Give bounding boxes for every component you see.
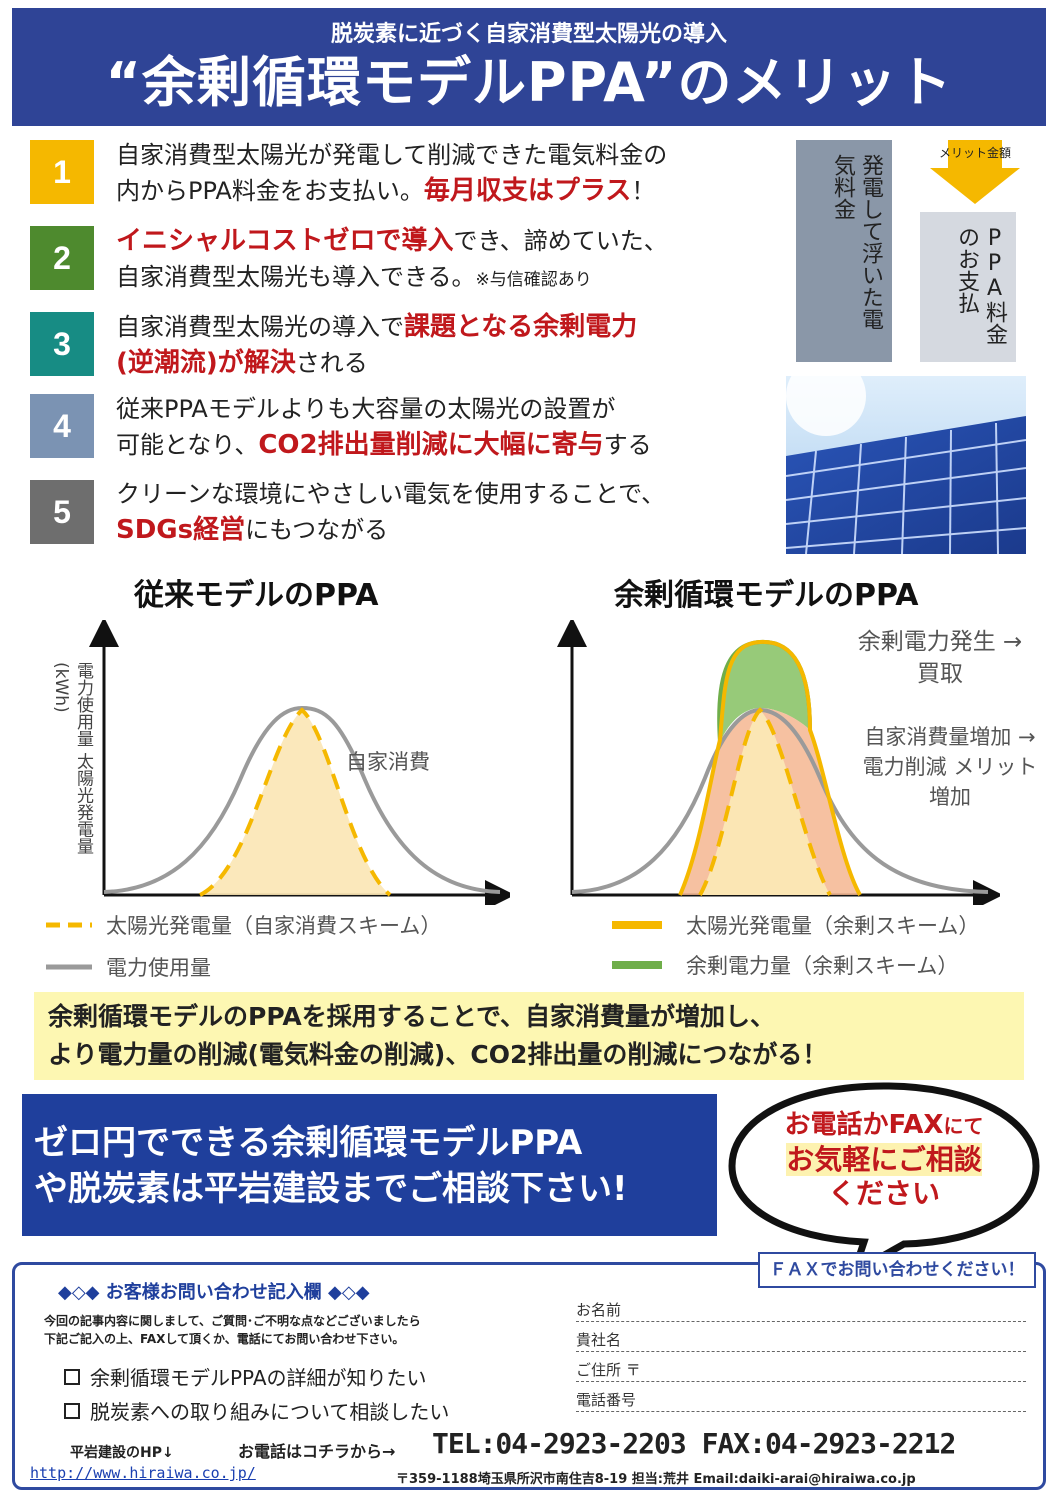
legend-left-solar-label: 太陽光発電量（自家消費スキーム） <box>106 914 442 938</box>
merit-5: クリーンな環境にやさしい電気を使用することで、 SDGs経営にもつながる <box>116 476 776 548</box>
merit-2-note: ※与信確認あり <box>475 270 592 290</box>
hp-label: 平岩建設のHP↓ <box>70 1445 174 1461</box>
cta-banner: ゼロ円でできる余剰循環モデルPPA や脱炭素は平岩建設までご相談下さい! <box>22 1094 717 1236</box>
checkbox-consult[interactable]: 脱炭素への取り組みについて相談したい <box>64 1396 449 1425</box>
form-description: 今回の記事内容に関しまして、ご質問･ご不明な点などございましたら 下記ご記入の上… <box>44 1312 421 1348</box>
form-desc-2: 下記ご記入の上、FAXして頂くか、電話にてお問い合わせ下さい。 <box>44 1332 405 1346</box>
hp-link[interactable]: http://www.hiraiwa.co.jp/ <box>30 1464 256 1482</box>
bubble-text: お電話かFAXにて お気軽にご相談 ください <box>724 1108 1044 1211</box>
yellow-line-icon <box>612 921 662 929</box>
address-field[interactable]: ご住所 〒 <box>576 1356 1026 1382</box>
cta-line-2: や脱炭素は平岩建設までご相談下さい! <box>34 1169 628 1209</box>
legend-left-usage: 電力使用量 <box>46 952 211 982</box>
merit-4-highlight: CO2排出量削減に大幅に寄与 <box>258 430 604 460</box>
legend-right-solar-label: 太陽光発電量（余剰スキーム） <box>686 914 980 938</box>
merit-4: 従来PPAモデルよりも大容量の太陽光の設置が 可能となり、CO2排出量削減に大幅… <box>116 391 776 463</box>
checkbox-icon[interactable] <box>64 1368 80 1385</box>
right-chart-title: 余剰循環モデルのPPA <box>614 578 919 613</box>
merit-1-line1: 自家消費型太陽光が発電して削減できた電気料金の <box>116 141 668 169</box>
form-title: ◆◇◆ お客様お問い合わせ記入欄 ◆◇◆ <box>58 1282 370 1303</box>
summary-line-2: より電力量の削減(電気料金の削減)、CO2排出量の削減につながる！ <box>48 1040 828 1069</box>
left-solar-curve <box>199 707 392 897</box>
merit-1-text: 内からPPA料金をお支払い。 <box>116 177 424 205</box>
bubble-text-2: お気軽にご相談 <box>786 1143 982 1176</box>
checkbox-detail[interactable]: 余剰循環モデルPPAの詳細が知りたい <box>64 1362 427 1391</box>
merit-number-1: 1 <box>30 140 94 204</box>
merit-arrow: メリット金額 <box>920 140 1030 206</box>
form-desc-1: 今回の記事内容に関しまして、ご質問･ご不明な点などございましたら <box>44 1314 421 1328</box>
phone-field[interactable]: 電話番号 <box>576 1386 1026 1412</box>
merit-3-text: 自家消費型太陽光の導入で <box>116 313 404 341</box>
merit-number-4: 4 <box>30 394 94 458</box>
left-chart-title: 従来モデルのPPA <box>134 578 379 613</box>
right-solar-inner-curve <box>698 707 832 896</box>
merit-3-highlight-2: (逆潮流)が解決 <box>116 348 296 378</box>
name-field[interactable]: お名前 <box>576 1296 1026 1322</box>
page-title: “余剰循環モデルPPA”のメリット <box>105 51 953 114</box>
left-annotation: 自家消費 <box>346 750 430 774</box>
dashed-line-icon <box>46 922 92 928</box>
left-chart <box>40 617 515 910</box>
merit-4-text: 可能となり、 <box>116 431 259 459</box>
merit-2: イニシャルコストゼロで導入でき、諦めていた、 自家消費型太陽光も導入できる。※与… <box>116 223 776 298</box>
right-annotation-merit: 自家消費量増加 →電力削減 メリット増加 <box>862 725 1038 809</box>
legend-left-usage-label: 電力使用量 <box>106 956 211 980</box>
left-solar-fill <box>200 710 390 895</box>
header-subtitle: 脱炭素に近づく自家消費型太陽光の導入 <box>330 22 727 47</box>
gray-line-icon <box>46 964 92 970</box>
merit-1: 自家消費型太陽光が発電して削減できた電気料金の 内からPPA料金をお支払い。毎月… <box>116 137 776 209</box>
merit-number-3: 3 <box>30 312 94 376</box>
merit-1-text-end: ！ <box>631 177 656 205</box>
right-solar-curve <box>678 639 862 896</box>
legend-right-surplus-label: 余剰電力量（余剰スキーム） <box>686 954 959 978</box>
merit-2-text: でき、諦めていた、 <box>453 227 668 255</box>
merit-2-line2: 自家消費型太陽光も導入できる。 <box>116 263 476 291</box>
merit-5-text-end: にもつながる <box>245 516 389 544</box>
bubble-text-1: お電話かFAX <box>784 1110 944 1140</box>
right-chart <box>520 617 1003 910</box>
green-line-icon <box>612 961 662 969</box>
checkbox-consult-label: 脱炭素への取り組みについて相談したい <box>90 1400 450 1424</box>
checkbox-icon[interactable] <box>64 1402 80 1419</box>
merit-2-highlight: イニシャルコストゼロで導入 <box>116 226 454 256</box>
merit-4-line1: 従来PPAモデルよりも大容量の太陽光の設置が <box>116 395 616 423</box>
down-arrow-icon <box>930 140 1020 204</box>
page-header: 脱炭素に近づく自家消費型太陽光の導入 “余剰循環モデルPPA”のメリット <box>12 8 1046 126</box>
company-field[interactable]: 貴社名 <box>576 1326 1026 1352</box>
cta-line-1: ゼロ円でできる余剰循環モデルPPA <box>34 1123 583 1163</box>
bubble-text-3: ください <box>827 1177 940 1210</box>
bubble-text-1b: にて <box>943 1114 984 1138</box>
legend-left-solar: 太陽光発電量（自家消費スキーム） <box>46 910 441 940</box>
legend-right-solar: 太陽光発電量（余剰スキーム） <box>612 910 979 940</box>
contact-form <box>12 1262 1046 1490</box>
merit-arrow-label: メリット金額 <box>938 146 1011 160</box>
merit-number-5: 5 <box>30 480 94 544</box>
legend-right-surplus: 余剰電力量（余剰スキーム） <box>612 950 958 980</box>
summary-line-1: 余剰循環モデルのPPAを採用することで、自家消費量が増加し、 <box>48 1002 775 1031</box>
merit-3-text-end: される <box>295 349 368 377</box>
solar-panel-image <box>786 376 1026 554</box>
merit-number-2: 2 <box>30 226 94 290</box>
merit-5-highlight: SDGs経営 <box>116 515 246 545</box>
right-surplus-fill <box>719 641 810 742</box>
ppa-fee-box: PPA料金のお支払 <box>920 212 1016 362</box>
checkbox-detail-label: 余剰循環モデルPPAの詳細が知りたい <box>90 1366 427 1390</box>
right-annotation-surplus: 余剰電力発生 →買取 <box>857 629 1023 687</box>
merit-3: 自家消費型太陽光の導入で課題となる余剰電力 (逆潮流)が解決される <box>116 309 776 381</box>
speech-bubble: お電話かFAXにて お気軽にご相談 ください <box>724 1078 1044 1280</box>
summary-band: 余剰循環モデルのPPAを採用することで、自家消費量が増加し、 より電力量の削減(… <box>34 992 1024 1080</box>
merit-4-text-end: する <box>603 431 652 459</box>
tel-lead: お電話はコチラから→ <box>238 1442 396 1461</box>
y-axis-label: 電力使用量 太陽光発電量 (kWh) <box>51 662 93 855</box>
right-usage-fill <box>700 710 830 895</box>
fax-tag: ＦＡＸでお問い合わせください！ <box>758 1252 1036 1288</box>
tel-fax-numbers: TEL:04-2923-2203 FAX:04-2923-2212 <box>432 1427 956 1460</box>
merit-3-highlight: 課題となる余剰電力 <box>404 312 638 342</box>
saved-cost-box: 発電して浮いた電気料金 <box>796 140 892 362</box>
company-address: 〒359-1188埼玉県所沢市南住吉8-19 担当:荒井 Email:daiki… <box>396 1472 916 1487</box>
merit-5-line1: クリーンな環境にやさしい電気を使用することで、 <box>116 480 666 508</box>
merit-1-highlight: 毎月収支はプラス <box>423 176 632 206</box>
